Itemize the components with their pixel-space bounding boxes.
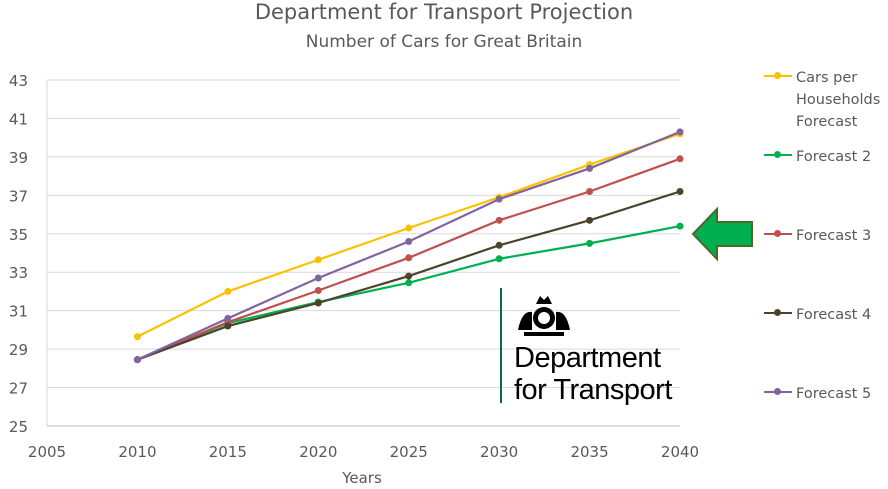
legend-label: Forecast 5 <box>796 386 872 402</box>
x-tick-label: 2030 <box>480 443 518 461</box>
data-point <box>495 195 503 203</box>
data-point <box>586 239 594 247</box>
x-axis-label: Years <box>341 469 382 487</box>
x-tick-label: 2035 <box>570 443 608 461</box>
logo-line-1: Department <box>514 342 661 374</box>
green-arrow-icon <box>691 206 753 262</box>
royal-crest-icon <box>518 296 570 336</box>
legend-label: Forecast 2 <box>796 149 872 165</box>
data-point <box>314 286 322 294</box>
data-point <box>495 241 503 249</box>
data-point <box>314 256 322 264</box>
y-tick-label: 29 <box>9 341 28 359</box>
data-point <box>405 254 413 262</box>
chart-title: Department for Transport Projection <box>254 0 634 24</box>
x-tick-label: 2020 <box>299 443 337 461</box>
data-point <box>676 128 684 136</box>
legend-marker <box>774 151 781 158</box>
y-tick-label: 41 <box>9 110 28 128</box>
y-tick-label: 27 <box>9 380 28 398</box>
data-point <box>133 333 141 341</box>
data-point <box>405 279 413 287</box>
data-point <box>586 216 594 224</box>
data-point <box>405 237 413 245</box>
logo-line-2: for Transport <box>514 374 672 406</box>
data-point <box>133 356 141 364</box>
y-tick-label: 31 <box>9 303 28 321</box>
y-tick-label: 39 <box>9 149 28 167</box>
data-point <box>405 272 413 280</box>
x-tick-label: 2040 <box>661 443 699 461</box>
y-tick-label: 33 <box>9 264 28 282</box>
x-tick-label: 2005 <box>28 443 66 461</box>
data-point <box>224 287 232 295</box>
data-point <box>586 164 594 172</box>
data-point <box>495 255 503 263</box>
x-tick-label: 2010 <box>118 443 156 461</box>
y-tick-label: 43 <box>9 72 28 90</box>
chart-subtitle: Number of Cars for Great Britain <box>305 32 583 52</box>
legend-label: Forecast 4 <box>796 307 872 323</box>
dft-logo: Department for Transport <box>500 288 700 406</box>
data-point <box>676 187 684 195</box>
x-tick-label: 2025 <box>390 443 428 461</box>
y-tick-label: 37 <box>9 187 28 205</box>
data-point <box>676 222 684 230</box>
data-point <box>224 322 232 330</box>
legend-marker <box>774 230 781 237</box>
data-point <box>586 187 594 195</box>
data-point <box>224 314 232 322</box>
legend-marker <box>774 388 781 395</box>
data-point <box>495 216 503 224</box>
legend-label: Forecast 3 <box>796 228 872 244</box>
y-tick-label: 35 <box>9 226 28 244</box>
logo-divider <box>500 288 502 403</box>
y-tick-label: 25 <box>9 418 28 436</box>
data-point <box>405 224 413 232</box>
logo-text: Department for Transport <box>514 342 672 406</box>
data-point <box>314 299 322 307</box>
legend-label: Cars per Households Forecast <box>796 70 881 130</box>
data-point <box>314 274 322 282</box>
legend-marker <box>774 72 781 79</box>
x-tick-label: 2015 <box>209 443 247 461</box>
legend-marker <box>774 309 781 316</box>
data-point <box>676 155 684 163</box>
